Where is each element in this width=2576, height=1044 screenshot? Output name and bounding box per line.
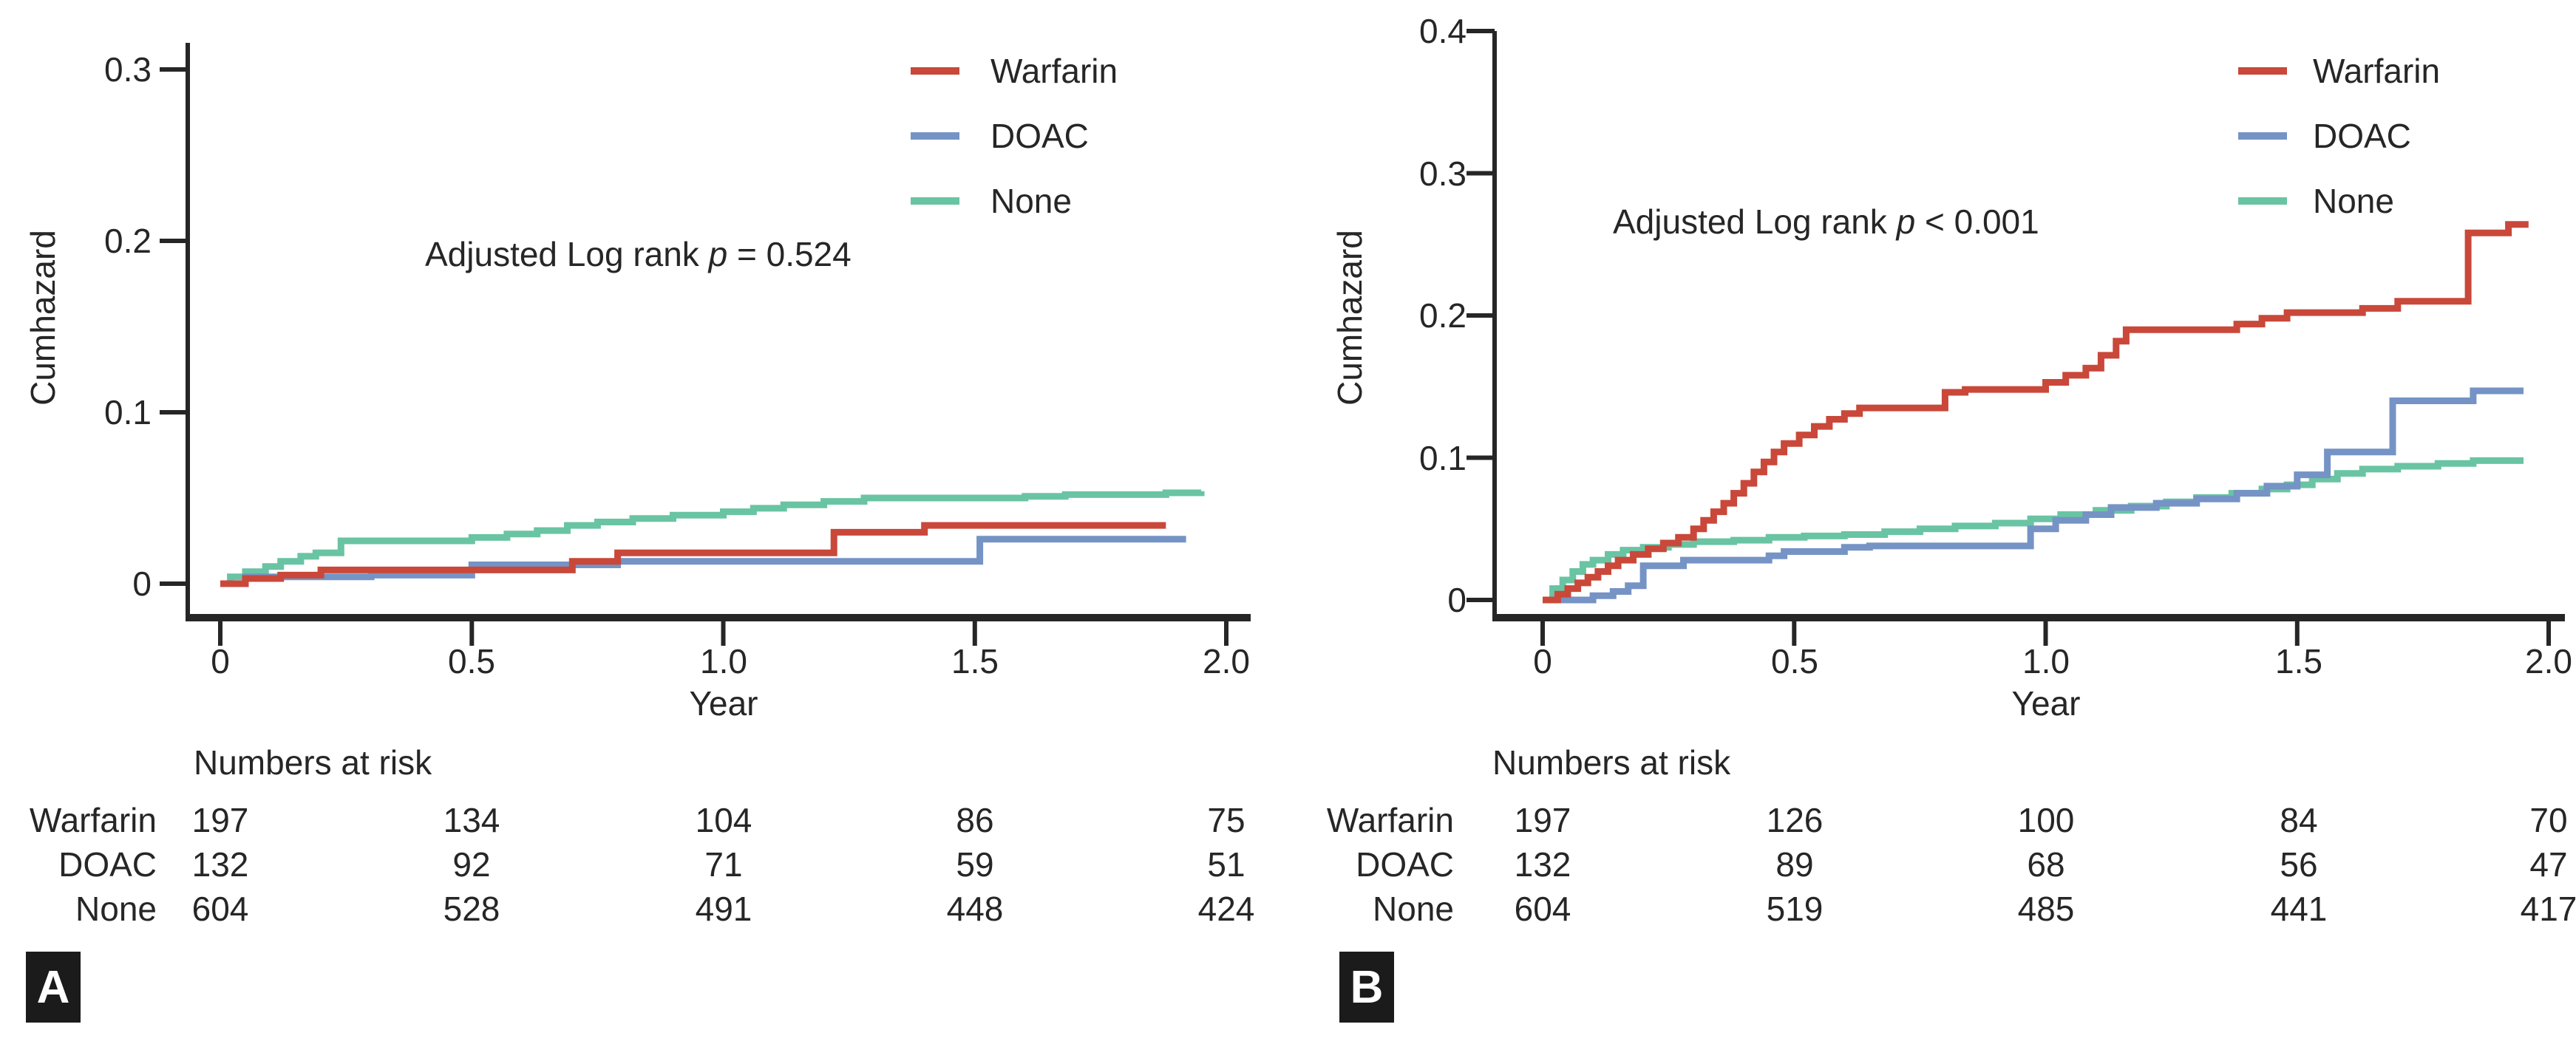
a-xtick-label-0-5: 0.5: [448, 642, 495, 680]
b-ytick-label-0: 0: [1447, 581, 1467, 619]
a-xtick-label-1-5: 1.5: [951, 642, 999, 680]
a-risk-none-v2: 491: [695, 890, 752, 928]
a-risk-row-doac-label: DOAC: [58, 845, 157, 884]
b-risk-none-v0: 604: [1514, 890, 1571, 928]
b-legend-doac-label: DOAC: [2313, 117, 2411, 155]
b-risk-none-v4: 417: [2520, 890, 2576, 928]
b-legend-warfarin-swatch: [2238, 67, 2287, 75]
b-risk-warfarin-v1: 126: [1766, 801, 1824, 839]
b-legend-doac-swatch: [2238, 132, 2287, 140]
panel-A-warfarin-curve: [220, 522, 1166, 587]
b-risk-doac-v2: 68: [2027, 845, 2065, 884]
a-risk-table-title: Numbers at risk: [194, 743, 432, 782]
a-risk-warfarin-v4: 75: [1207, 801, 1245, 839]
a-risk-warfarin-v1: 134: [443, 801, 500, 839]
b-annotation-p-symbol: p: [1896, 202, 1916, 241]
b-ytick-label-0-3: 0.3: [1419, 154, 1467, 193]
b-risk-table-title: Numbers at risk: [1492, 743, 1731, 782]
a-x-axis-title: Year: [689, 684, 758, 723]
b-risk-none-v3: 441: [2270, 890, 2328, 928]
a-legend-doac-swatch: [911, 132, 959, 140]
a-logrank-annotation: Adjusted Log rank p = 0.524: [425, 237, 852, 271]
a-legend-doac-label: DOAC: [990, 117, 1089, 155]
panel-A-axes: [160, 43, 1251, 646]
a-legend-warfarin-swatch: [911, 67, 959, 75]
b-risk-warfarin-v3: 84: [2280, 801, 2318, 839]
b-annotation-prefix: Adjusted Log rank: [1613, 202, 1897, 241]
a-risk-none-v0: 604: [191, 890, 249, 928]
a-risk-row-none-label: None: [75, 890, 157, 928]
panel-a-badge: A: [26, 952, 81, 1023]
a-risk-none-v4: 424: [1197, 890, 1255, 928]
a-legend-warfarin-label: Warfarin: [990, 52, 1118, 90]
b-ytick-label-0-2: 0.2: [1419, 296, 1467, 335]
b-xtick-label-1-0: 1.0: [2022, 642, 2070, 680]
b-ytick-label-0-1: 0.1: [1419, 439, 1467, 477]
a-risk-warfarin-v2: 104: [695, 801, 752, 839]
b-risk-none-v2: 485: [2017, 890, 2075, 928]
b-risk-doac-v0: 132: [1514, 845, 1571, 884]
b-x-axis-title: Year: [2011, 684, 2081, 723]
a-annotation-value: = 0.524: [727, 235, 852, 273]
panel-A-doac-curve: [220, 536, 1186, 587]
b-risk-warfarin-v2: 100: [2017, 801, 2075, 839]
b-risk-row-none-label: None: [1373, 890, 1454, 928]
a-ytick-label-0-1: 0.1: [104, 393, 152, 431]
a-risk-doac-v3: 59: [956, 845, 994, 884]
b-risk-doac-v3: 56: [2280, 845, 2318, 884]
b-xtick-label-1-5: 1.5: [2275, 642, 2322, 680]
b-risk-doac-v1: 89: [1775, 845, 1814, 884]
a-risk-row-warfarin-label: Warfarin: [29, 801, 157, 839]
b-xtick-label-0: 0: [1533, 642, 1552, 680]
b-risk-row-warfarin-label: Warfarin: [1326, 801, 1454, 839]
b-ytick-label-0-4: 0.4: [1419, 12, 1467, 50]
a-risk-doac-v4: 51: [1207, 845, 1245, 884]
a-risk-doac-v2: 71: [704, 845, 743, 884]
b-risk-doac-v4: 47: [2529, 845, 2568, 884]
a-legend-none-label: None: [990, 182, 1072, 220]
b-legend-none-swatch: [2238, 197, 2287, 205]
panel-B-axes: [1467, 29, 2565, 646]
a-risk-doac-v0: 132: [191, 845, 249, 884]
a-ytick-label-0-2: 0.2: [104, 222, 152, 260]
a-risk-warfarin-v3: 86: [956, 801, 994, 839]
a-legend-none-swatch: [911, 197, 959, 205]
a-risk-doac-v1: 92: [452, 845, 491, 884]
b-risk-warfarin-v0: 197: [1514, 801, 1571, 839]
b-risk-none-v1: 519: [1766, 890, 1824, 928]
a-y-axis-title: Cumhazard: [24, 230, 62, 406]
a-risk-none-v1: 528: [443, 890, 500, 928]
panel-B-none-curve: [1543, 457, 2524, 604]
a-xtick-label-0: 0: [211, 642, 230, 680]
a-risk-none-v3: 448: [946, 890, 1004, 928]
b-risk-warfarin-v4: 70: [2529, 801, 2568, 839]
b-legend-none-label: None: [2313, 182, 2394, 220]
a-ytick-label-0: 0: [132, 564, 152, 603]
b-logrank-annotation: Adjusted Log rank p < 0.001: [1613, 205, 2039, 239]
a-ytick-label-0-3: 0.3: [104, 50, 152, 89]
a-annotation-prefix: Adjusted Log rank: [425, 235, 709, 273]
a-risk-warfarin-v0: 197: [191, 801, 249, 839]
panel-A-none-curve: [220, 489, 1205, 587]
panel-B-warfarin-curve: [1543, 221, 2529, 604]
b-y-axis-title: Cumhazard: [1331, 230, 1369, 406]
b-risk-row-doac-label: DOAC: [1356, 845, 1454, 884]
b-annotation-value: < 0.001: [1915, 202, 2039, 241]
panel-B-doac-curve: [1543, 387, 2524, 604]
a-annotation-p-symbol: p: [708, 235, 728, 273]
a-xtick-label-1-0: 1.0: [700, 642, 747, 680]
b-xtick-label-0-5: 0.5: [1771, 642, 1818, 680]
b-legend-warfarin-label: Warfarin: [2313, 52, 2441, 90]
a-xtick-label-2-0: 2.0: [1203, 642, 1250, 680]
panel-b-badge: B: [1339, 952, 1394, 1023]
b-xtick-label-2-0: 2.0: [2525, 642, 2572, 680]
